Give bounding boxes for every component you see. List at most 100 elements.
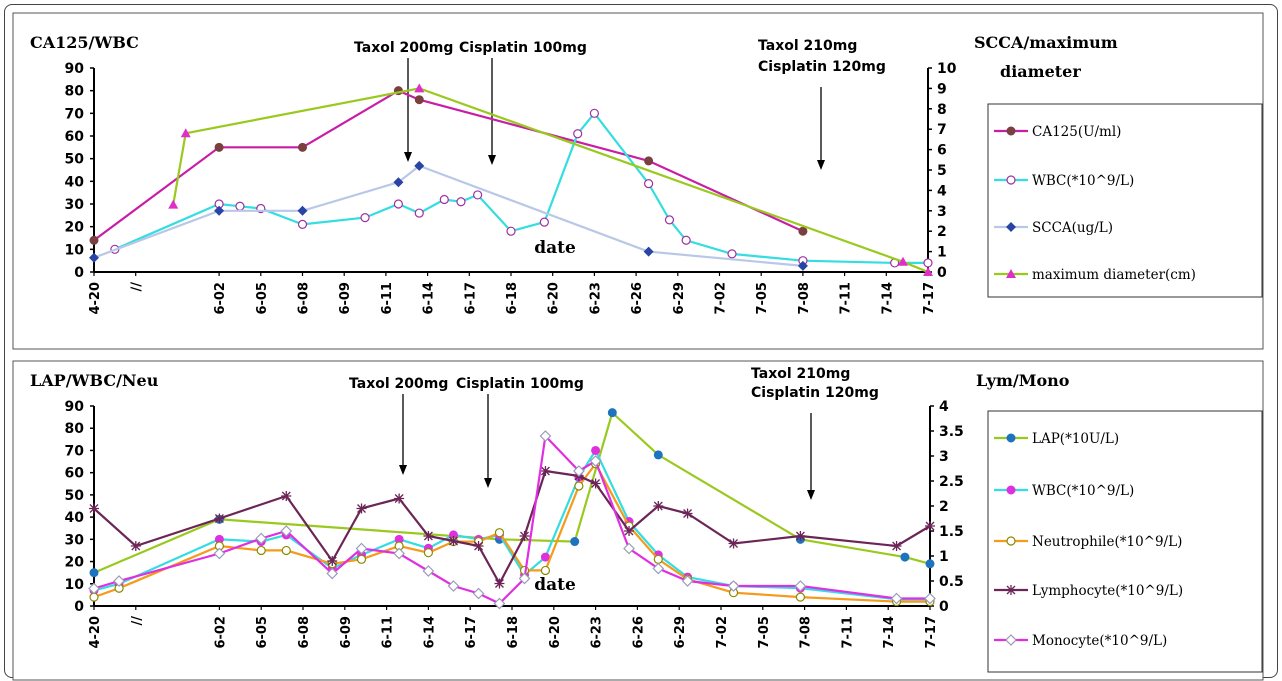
- right-tick-label: 3.5: [939, 424, 964, 440]
- right-tick-label: 5: [937, 163, 947, 179]
- legend-marker: [1006, 485, 1016, 495]
- right-tick-label: 8: [937, 102, 947, 118]
- x-tick-label: 6-05: [255, 282, 270, 315]
- data-point: [473, 541, 484, 551]
- right-tick-label: 1: [939, 549, 949, 565]
- legend-box: [987, 103, 1263, 298]
- data-point: [447, 580, 460, 592]
- data-point: [89, 503, 99, 514]
- x-tick-label: 7-08: [797, 282, 812, 315]
- legend-label: CA125(U/ml): [1032, 124, 1121, 140]
- chart-panel-1: 0 10 20 30 40 50 60 70 80 90 0 1 2 3 4 5 6 7 8 9 10 4-20 // 6-0…: [12, 12, 1264, 350]
- data-point: [423, 531, 434, 541]
- data-point: [213, 547, 226, 560]
- left-tick-label: 90: [65, 61, 85, 77]
- data-point: [414, 208, 424, 218]
- left-tick-label: 50: [65, 488, 85, 504]
- data-point: [393, 547, 405, 560]
- data-point: [456, 197, 466, 207]
- x-tick-label: 6-23: [588, 282, 603, 315]
- right-tick-label: 0.5: [939, 574, 964, 590]
- x-tick-label: 7-14: [882, 616, 897, 649]
- x-tick-label: 7-08: [799, 616, 814, 649]
- annotation-label: Taxol 210mg: [758, 38, 857, 54]
- x-tick-label: //: [130, 616, 145, 626]
- right-tick-label: 2: [939, 499, 949, 515]
- data-point: [623, 542, 635, 555]
- data-point: [727, 580, 740, 592]
- x-tick-label: 6-14: [422, 282, 437, 315]
- legend-label: Neutrophile(*10^9/L): [1032, 534, 1182, 550]
- data-point: [360, 213, 370, 223]
- right-tick-label: 2: [937, 224, 947, 240]
- data-point: [506, 226, 516, 236]
- legend-label: LAP(*10U/L): [1032, 431, 1119, 447]
- x-tick-label: 6-26: [631, 616, 646, 649]
- left-tick-label: 50: [65, 152, 85, 168]
- data-point: [574, 481, 584, 491]
- data-point: [643, 246, 654, 257]
- data-point: [89, 252, 99, 263]
- x-tick-label: 4-20: [88, 282, 103, 315]
- data-point: [214, 513, 225, 524]
- data-point: [589, 108, 600, 118]
- data-point: [794, 580, 807, 592]
- x-tick-label: 7-02: [715, 616, 730, 649]
- x-tick-label: 7-05: [757, 616, 772, 649]
- data-point: [393, 199, 404, 209]
- data-point: [422, 565, 435, 577]
- data-point: [326, 567, 339, 580]
- left-tick-label: 20: [65, 220, 85, 236]
- data-point: [493, 597, 506, 610]
- right-tick-label: 0: [939, 599, 949, 615]
- data-point: [923, 267, 933, 276]
- data-point: [682, 508, 693, 519]
- data-point: [573, 465, 585, 477]
- x-tick-label: 6-17: [464, 616, 479, 649]
- data-point: [439, 194, 449, 205]
- left-tick-label: 30: [65, 532, 85, 548]
- right-axis-title-line2: diameter: [1000, 62, 1081, 81]
- left-axis-title: CA125/WBC: [30, 33, 139, 52]
- legend-marker: [1006, 222, 1016, 232]
- data-point: [180, 128, 191, 138]
- x-tick-label: 6-29: [672, 282, 687, 315]
- left-tick-label: 30: [65, 197, 85, 213]
- annotation-label: Cisplatin 120mg: [751, 385, 879, 401]
- x-tick-label: 7-14: [880, 282, 895, 315]
- x-tick-label: 6-20: [547, 282, 562, 315]
- legend-marker: [1006, 126, 1016, 136]
- data-point: [414, 83, 425, 93]
- left-tick-label: 10: [65, 242, 85, 258]
- right-tick-label: 2.5: [939, 474, 964, 490]
- data-point: [518, 572, 531, 585]
- data-point: [356, 503, 367, 514]
- legend-marker: [1006, 433, 1016, 443]
- annotation-label: Cisplatin 100mg: [459, 40, 587, 56]
- x-tick-label: 6-09: [338, 282, 353, 315]
- right-tick-label: 9: [937, 81, 947, 97]
- data-point: [607, 408, 617, 418]
- annotation-label: Taxol 200mg: [354, 40, 453, 56]
- data-point: [925, 559, 935, 569]
- data-point: [297, 219, 308, 229]
- x-tick-label: 6-08: [297, 616, 312, 649]
- legend-item: WBC(*10^9/L): [994, 483, 1134, 499]
- data-point: [570, 537, 580, 547]
- x-tick-label: 6-18: [505, 282, 520, 315]
- data-point: [448, 536, 459, 546]
- right-tick-label: 4: [939, 399, 949, 415]
- right-tick-label: 1.5: [939, 524, 964, 540]
- data-point: [130, 541, 141, 551]
- right-tick-label: 3: [937, 204, 947, 220]
- left-tick-label: 10: [65, 577, 85, 593]
- data-point: [681, 235, 691, 245]
- legend-item: Monocyte(*10^9/L): [994, 633, 1167, 649]
- data-point: [472, 587, 485, 600]
- data-point: [540, 552, 550, 562]
- left-tick-label: 40: [65, 510, 85, 526]
- right-tick-label: 6: [937, 143, 947, 159]
- series-5: [88, 430, 936, 610]
- x-tick-label: 6-02: [213, 282, 228, 315]
